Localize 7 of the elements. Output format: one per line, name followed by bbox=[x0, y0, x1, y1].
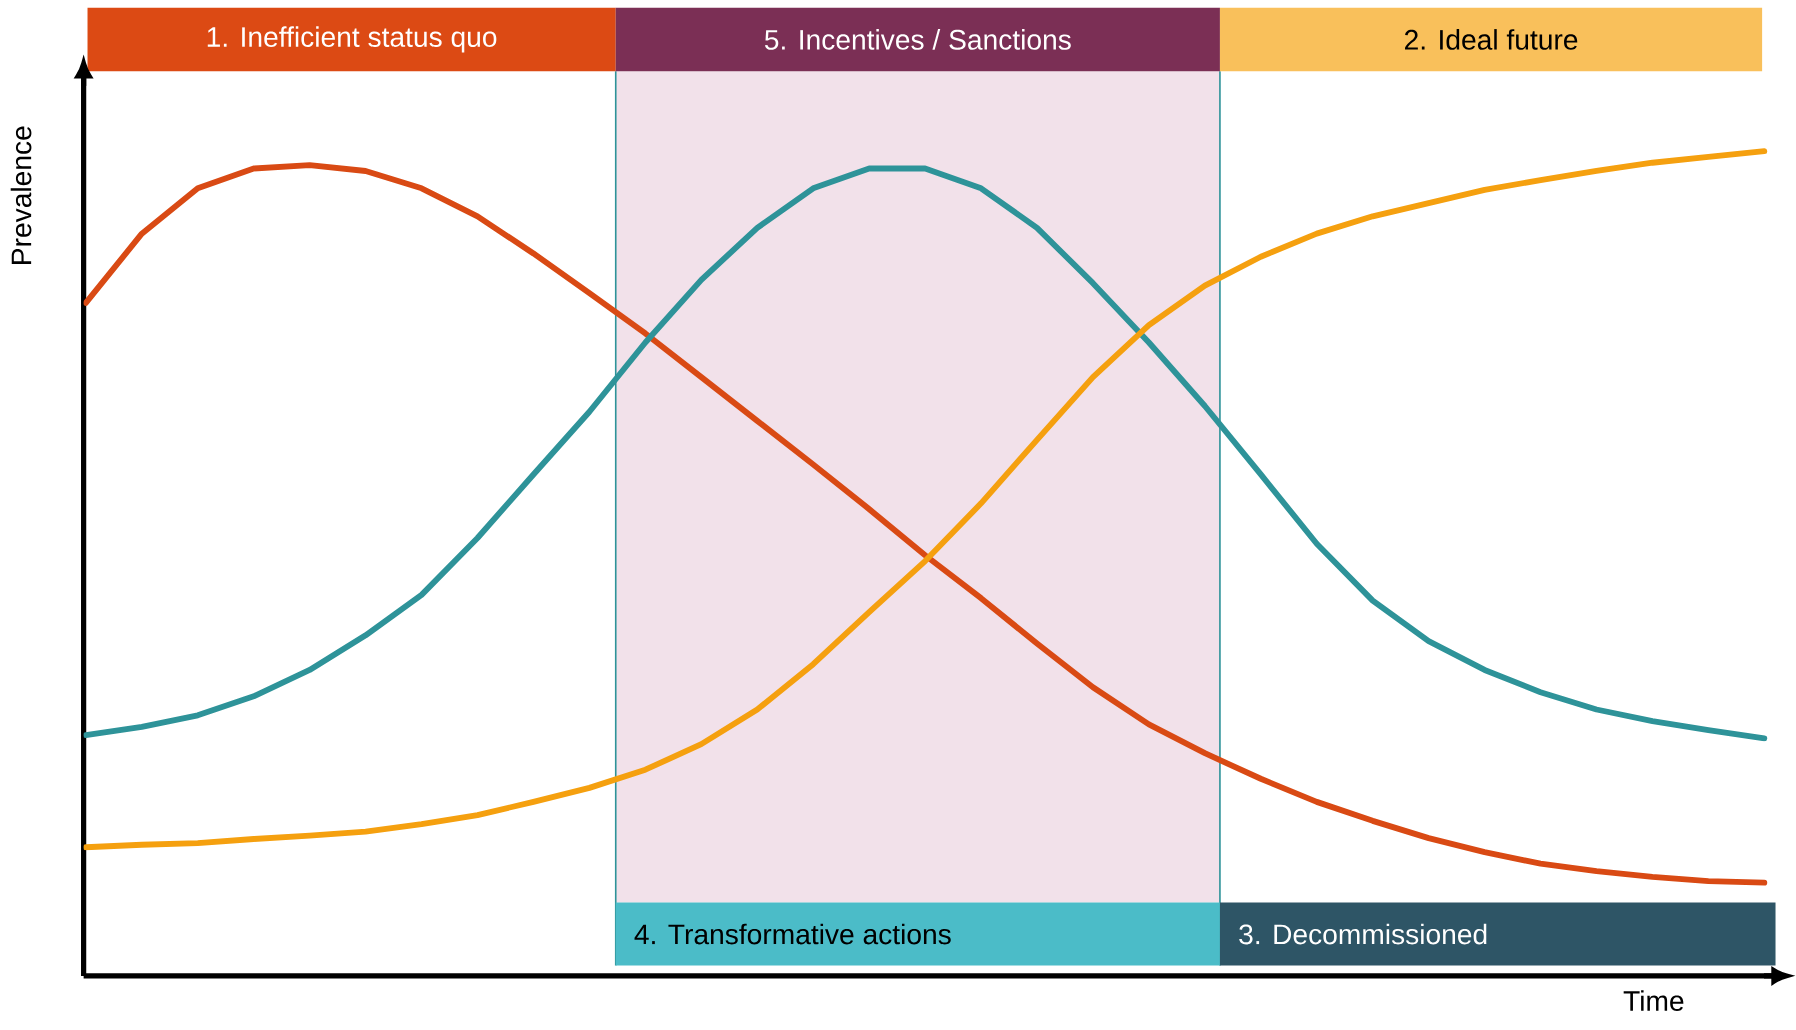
y-axis-title: Prevalence bbox=[10, 126, 32, 265]
text: 5. Incentives / Sanctions bbox=[764, 29, 1071, 50]
annotation: 3. Decommissioned bbox=[1239, 923, 1487, 945]
x-axis-title: Time bbox=[1623, 990, 1684, 1012]
text: 1. Inefficient status quo bbox=[207, 26, 497, 53]
annotation: 4. Transformative actions bbox=[634, 923, 951, 945]
text: 2. Ideal future bbox=[1405, 29, 1578, 50]
